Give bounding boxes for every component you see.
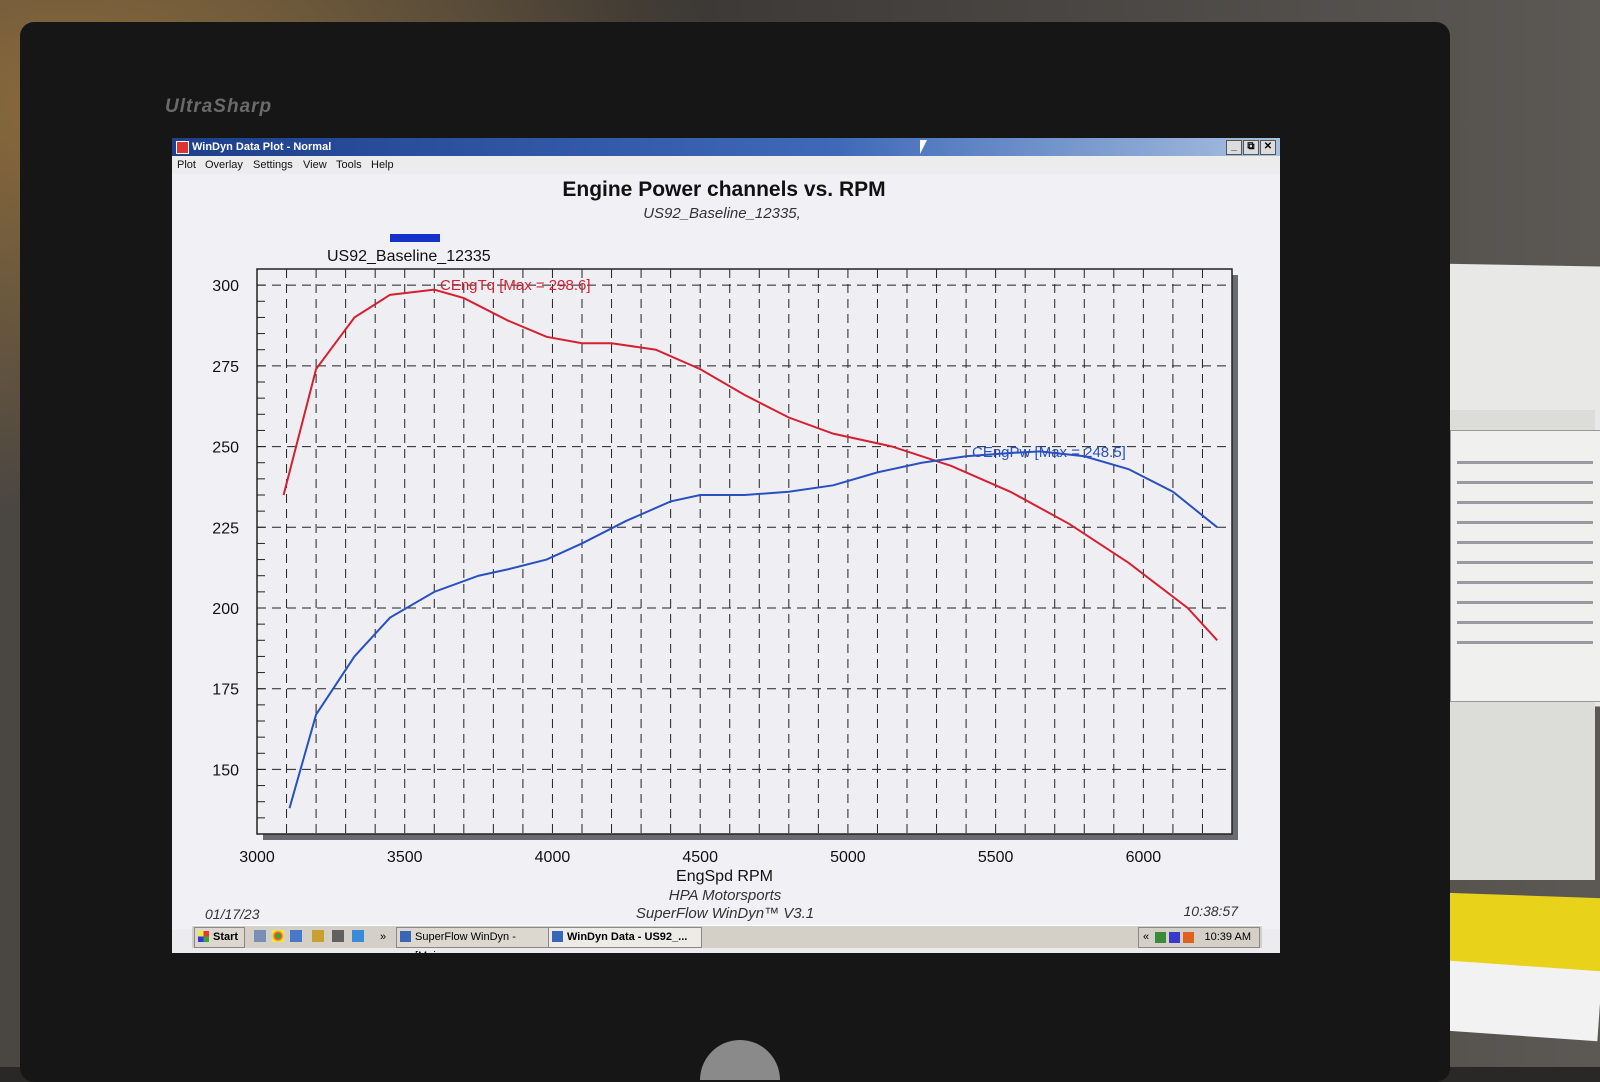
plot-area: 150 175 200 225 250 275 300 3000 3500 4000 4500 500… bbox=[172, 174, 1280, 929]
x-tick-label: 5000 bbox=[830, 849, 866, 866]
quicklaunch-network-icon[interactable] bbox=[332, 930, 344, 942]
tray-clock[interactable]: 10:39 AM bbox=[1204, 931, 1251, 943]
legend-swatch bbox=[390, 234, 440, 242]
menu-view[interactable]: View bbox=[303, 159, 327, 171]
taskbar-item-label: WinDyn Data - US92_... bbox=[567, 931, 688, 943]
screen: WinDyn Data Plot - Normal _ ⧉ ✕ Plot Ove… bbox=[172, 138, 1280, 953]
y-tick-label: 300 bbox=[212, 278, 239, 295]
start-button[interactable]: Start bbox=[194, 927, 246, 948]
app-icon bbox=[176, 141, 189, 154]
tray-network-icon[interactable] bbox=[1155, 932, 1166, 943]
menu-plot[interactable]: Plot bbox=[177, 159, 196, 171]
document-line bbox=[1457, 621, 1593, 624]
document-line bbox=[1457, 481, 1593, 484]
x-tick-label: 3000 bbox=[239, 849, 275, 866]
windyn-data-icon bbox=[552, 931, 563, 942]
x-tick-label: 4500 bbox=[682, 849, 718, 866]
window-title: WinDyn Data Plot - Normal bbox=[192, 141, 332, 153]
x-axis-label: EngSpd RPM bbox=[676, 868, 773, 885]
chart-subtitle: US92_Baseline_12335, bbox=[643, 205, 801, 222]
y-tick-label: 225 bbox=[212, 520, 239, 537]
background-document bbox=[1450, 430, 1600, 702]
start-label: Start bbox=[213, 931, 239, 943]
mouse-cursor-icon bbox=[920, 140, 927, 154]
quicklaunch-browser-icon[interactable] bbox=[352, 930, 364, 942]
x-tick-label: 5500 bbox=[978, 849, 1014, 866]
quicklaunch-chrome-icon[interactable] bbox=[272, 930, 284, 942]
taskbar-item-superflow-windyn[interactable]: SuperFlow WinDyn - [Mai... bbox=[396, 927, 550, 953]
minimize-button[interactable]: _ bbox=[1226, 140, 1242, 155]
menu-settings[interactable]: Settings bbox=[253, 159, 293, 171]
document-line bbox=[1457, 541, 1593, 544]
legend-label: US92_Baseline_12335 bbox=[327, 248, 491, 265]
footer-date: 01/17/23 bbox=[205, 906, 260, 922]
tray-alert-icon[interactable] bbox=[1183, 932, 1194, 943]
y-tick-label: 275 bbox=[212, 359, 239, 376]
document-line bbox=[1457, 501, 1593, 504]
menu-bar: Plot Overlay Settings View Tools Help bbox=[172, 156, 1280, 174]
document-line bbox=[1457, 601, 1593, 604]
quicklaunch-app-icon[interactable] bbox=[290, 930, 302, 942]
x-tick-label: 3500 bbox=[387, 849, 423, 866]
document-line bbox=[1457, 561, 1593, 564]
restore-button[interactable]: ⧉ bbox=[1243, 140, 1259, 155]
plot-frame bbox=[256, 268, 1233, 835]
document-line bbox=[1457, 461, 1593, 464]
windyn-icon bbox=[400, 931, 411, 942]
document-line bbox=[1457, 641, 1593, 644]
system-tray: « 10:39 AM bbox=[1138, 927, 1260, 948]
window-titlebar[interactable]: WinDyn Data Plot - Normal _ ⧉ ✕ bbox=[172, 138, 1280, 156]
quicklaunch-chevron[interactable]: » bbox=[380, 931, 387, 943]
quicklaunch-tool-icon[interactable] bbox=[312, 930, 324, 942]
footer-company: HPA Motorsports bbox=[669, 887, 782, 904]
quicklaunch-notepad-icon[interactable] bbox=[254, 930, 266, 942]
series-annotation-cengtq: CEngTq [Max = 298.6] bbox=[440, 277, 591, 294]
tray-chevron[interactable]: « bbox=[1143, 931, 1150, 943]
x-tick-label: 6000 bbox=[1126, 849, 1162, 866]
taskbar: Start » SuperFlow WinDyn - [Mai... WinDy… bbox=[192, 925, 1262, 953]
tray-app-icon[interactable] bbox=[1169, 932, 1180, 943]
series-line-cengpw bbox=[288, 450, 1218, 809]
menu-help[interactable]: Help bbox=[371, 159, 394, 171]
monitor-brand-logo: UltraSharp bbox=[165, 96, 273, 117]
chart: 150 175 200 225 250 275 300 3000 3500 4000 4500 500… bbox=[205, 178, 1240, 922]
y-tick-label: 175 bbox=[212, 682, 239, 699]
chart-title: Engine Power channels vs. RPM bbox=[562, 178, 885, 201]
y-tick-label: 250 bbox=[212, 440, 239, 457]
menu-tools[interactable]: Tools bbox=[336, 159, 362, 171]
taskbar-item-windyn-data[interactable]: WinDyn Data - US92_... bbox=[548, 927, 702, 948]
series-line-cengtq bbox=[282, 288, 1218, 641]
menu-overlay[interactable]: Overlay bbox=[205, 159, 243, 171]
y-tick-label: 150 bbox=[212, 762, 239, 779]
x-tick-label: 4000 bbox=[535, 849, 571, 866]
document-line bbox=[1457, 581, 1593, 584]
series-annotation-cengpw: CEngPw [Max = 248.5] bbox=[972, 444, 1126, 461]
document-line bbox=[1457, 521, 1593, 524]
windows-logo-icon bbox=[198, 931, 209, 942]
y-tick-label: 200 bbox=[212, 601, 239, 618]
footer-time: 10:38:57 bbox=[1184, 903, 1240, 919]
taskbar-item-label: SuperFlow WinDyn - [Mai... bbox=[415, 931, 516, 953]
close-button[interactable]: ✕ bbox=[1260, 140, 1276, 155]
footer-software: SuperFlow WinDyn™ V3.1 bbox=[636, 905, 814, 922]
